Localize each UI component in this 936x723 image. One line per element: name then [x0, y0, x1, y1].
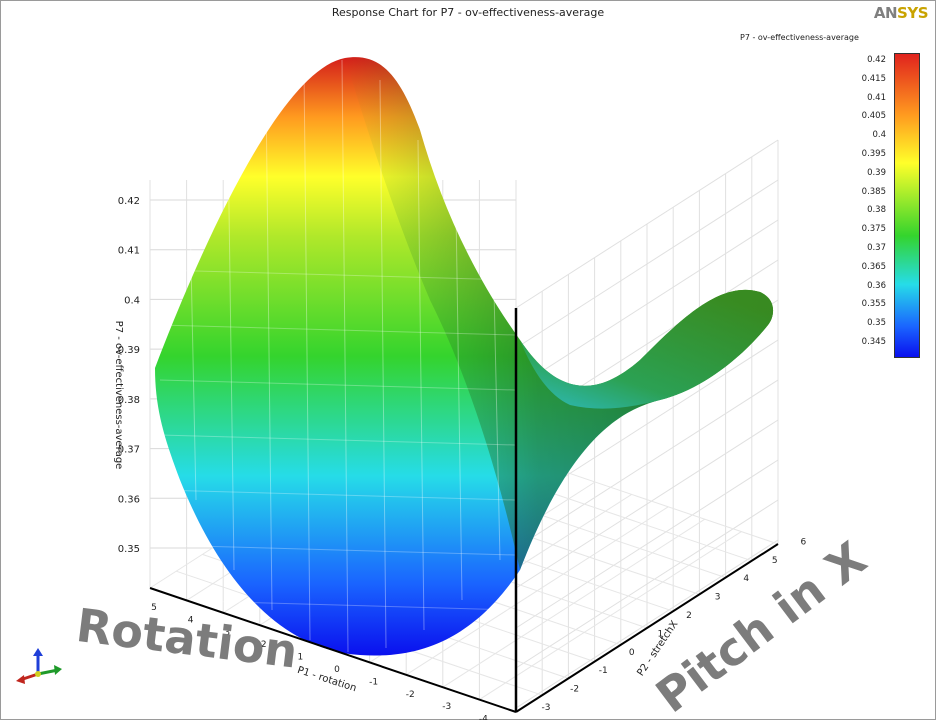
colorbar-tick: 0.35 — [867, 318, 886, 329]
grid-line — [479, 531, 742, 701]
x-tick-label: -3 — [442, 702, 451, 712]
colorbar-tick: 0.345 — [861, 337, 886, 347]
mesh-line — [303, 67, 311, 641]
colorbar — [894, 53, 920, 358]
surface-shade — [345, 57, 774, 570]
colorbar-tick: 0.395 — [861, 149, 886, 159]
mesh-line — [159, 324, 516, 336]
colorbar-tick: 0.405 — [861, 111, 886, 122]
x-tick-label: -4 — [479, 715, 488, 720]
mesh-line — [379, 79, 387, 649]
z-tick-label: 0.35 — [118, 544, 140, 555]
z-tick-label: 0.38 — [118, 395, 140, 406]
y-tick-label: 3 — [715, 593, 721, 603]
grid-line — [515, 219, 779, 389]
mesh-line — [159, 434, 516, 446]
grid-line — [515, 499, 779, 669]
mesh-line — [227, 134, 235, 571]
mesh-line — [159, 599, 516, 611]
orientation-axes-icon[interactable] — [14, 648, 64, 688]
x-tick-label: 2 — [261, 640, 267, 650]
mesh-line — [189, 214, 197, 501]
grid-line — [515, 179, 779, 349]
mesh-line — [159, 544, 516, 556]
mesh-line — [159, 489, 516, 501]
mesh-line — [455, 209, 463, 601]
x-axis-line — [149, 587, 517, 713]
z-tick-label: 0.42 — [118, 196, 140, 207]
grid-line — [515, 379, 779, 549]
z-tick-label: 0.41 — [118, 246, 140, 257]
x-tick-label: 0 — [334, 665, 340, 675]
response-surface — [155, 57, 774, 656]
z-tick-label: 0.37 — [118, 445, 140, 456]
grid-line — [405, 506, 669, 676]
y-tick-label: 0 — [629, 648, 635, 658]
y-tick-label: -3 — [542, 703, 551, 713]
y-tick-label: -1 — [599, 666, 608, 676]
x-tick-label: -2 — [406, 690, 415, 700]
colorbar-tick: 0.41 — [867, 92, 886, 103]
mesh-line — [417, 139, 425, 631]
z-axis-label: P7 - ov-effectiveness-average — [113, 321, 124, 470]
colorbar-tick: 0.38 — [867, 205, 886, 216]
grid-line — [515, 419, 779, 589]
colorbar-tick: 0.365 — [861, 261, 886, 272]
x-tick-label: -1 — [369, 677, 378, 687]
x-tick-label: 1 — [298, 653, 304, 663]
y-tick-label: 2 — [686, 611, 692, 621]
colorbar-tick: 0.4 — [872, 130, 886, 141]
colorbar-tick: 0.37 — [867, 243, 886, 253]
grid-line — [515, 539, 779, 709]
x-tick-label: 5 — [151, 603, 157, 613]
mesh-line — [265, 91, 273, 611]
y-tick-label: 4 — [743, 574, 749, 584]
y-axis-line — [515, 543, 779, 713]
colorbar-tick: 0.39 — [867, 167, 886, 178]
grid-line — [442, 518, 706, 688]
colorbar-title: P7 - ov-effectiveness-average — [740, 33, 859, 42]
x-tick-label: 3 — [224, 628, 230, 638]
mesh-line — [159, 379, 516, 391]
colorbar-tick: 0.385 — [861, 186, 886, 197]
colorbar-tick: 0.42 — [867, 55, 886, 65]
mesh-line — [159, 269, 516, 281]
mesh-line — [493, 289, 501, 561]
y-tick-label: -2 — [570, 685, 579, 695]
y-tick-label: 5 — [772, 556, 778, 566]
z-tick-label: 0.39 — [118, 345, 140, 356]
mesh-line — [341, 59, 349, 653]
colorbar-tick: 0.375 — [861, 224, 886, 235]
z-tick-label: 0.4 — [124, 295, 140, 306]
grid-line — [515, 139, 779, 309]
surface-grid-lines — [159, 59, 516, 653]
chart-title: Response Chart for P7 - ov-effectiveness… — [331, 6, 605, 19]
surface-tail — [520, 289, 774, 409]
y-tick-label: 1 — [658, 629, 664, 639]
colorbar-tick: 0.36 — [867, 280, 886, 291]
grid-line — [515, 459, 779, 629]
colorbar-tick: 0.355 — [861, 299, 886, 310]
x-tick-label: 4 — [188, 615, 194, 625]
z-tick-label: 0.36 — [118, 494, 140, 505]
ansys-logo: ANSYS — [873, 4, 929, 22]
y-tick-label: 6 — [801, 537, 807, 547]
colorbar-tick: 0.415 — [861, 73, 886, 84]
x-axis-label: P1 - rotation — [296, 665, 358, 694]
